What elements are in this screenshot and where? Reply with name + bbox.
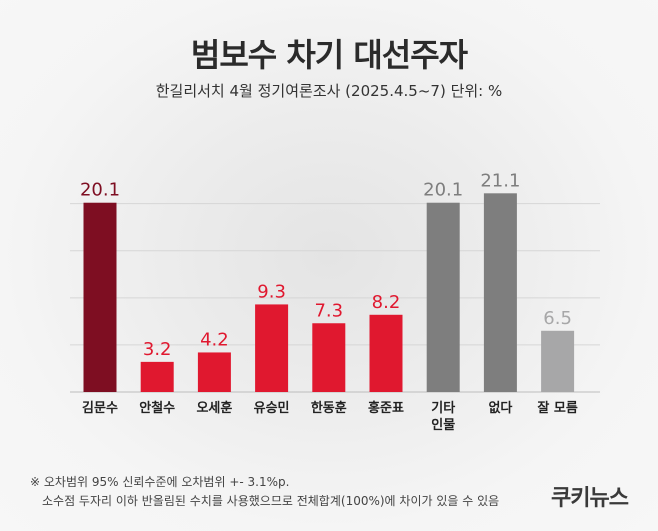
chart-subtitle: 한길리서치 4월 정기여론조사 (2025.4.5~7) 단위: % (155, 82, 503, 100)
category-label: 오세훈 (196, 400, 232, 416)
category-label: 잘 모름 (537, 401, 577, 416)
footnote-margin-of-error: ※ 오차범위 95% 신뢰수준에 오차범위 +- 3.1%p. (30, 475, 290, 489)
value-label: 20.1 (423, 180, 463, 201)
bar (483, 193, 517, 392)
value-label: 9.3 (257, 281, 286, 302)
footnote-rounding: 소수점 두자리 이하 반올림된 수치를 사용했으므로 전체합계(100%)에 차… (42, 494, 500, 508)
category-label: 없다 (488, 400, 512, 416)
category-label: 홍준표 (368, 400, 404, 416)
bar (255, 304, 289, 392)
value-label: 21.1 (480, 170, 520, 191)
publisher-logo: 쿠키뉴스 (551, 486, 629, 511)
bar (83, 202, 117, 392)
value-label: 8.2 (372, 292, 401, 313)
value-label: 4.2 (200, 329, 229, 350)
bar (426, 202, 460, 392)
value-label: 3.2 (143, 339, 172, 360)
bar (312, 323, 346, 392)
bar (140, 361, 174, 392)
bar (541, 330, 575, 392)
value-labels: 20.1 3.2 4.2 9.3 7.3 8.2 20.1 21.1 6.5 (80, 170, 572, 360)
value-label: 7.3 (314, 300, 343, 321)
category-label: 안철수 (139, 400, 175, 416)
category-label: 인물 (431, 417, 455, 433)
category-label: 한동훈 (311, 400, 347, 416)
value-label: 20.1 (80, 180, 120, 201)
bar (369, 314, 403, 392)
category-label: 기타 (431, 400, 455, 416)
value-label: 6.5 (543, 308, 572, 329)
chart-title: 범보수 차기 대선주자 (190, 36, 468, 74)
category-label: 김문수 (82, 401, 118, 416)
bars (83, 193, 575, 392)
category-label: 유승민 (254, 400, 290, 416)
bar (197, 352, 231, 392)
